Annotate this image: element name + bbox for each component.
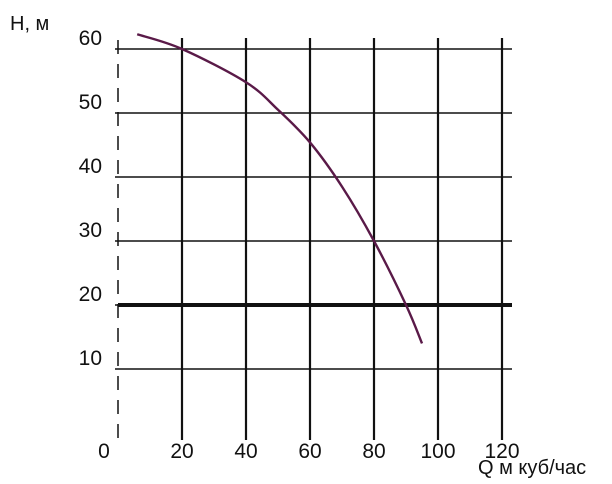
x-axis-label: Q м куб/час [478,457,586,479]
y-tick-label: 60 [79,27,102,50]
x-tick-label: 60 [298,440,321,463]
y-tick-labels: 10 20 30 40 50 60 [79,27,102,370]
x-tick-label: 80 [362,440,385,463]
y-tick-label: 20 [79,283,102,306]
y-tick-label: 10 [79,347,102,370]
x-tick-label: 0 [98,440,110,463]
y-tick-label: 30 [79,219,102,242]
y-axis-label: H, м [10,13,49,35]
performance-curve [136,33,424,344]
x-tick-label: 100 [420,440,455,463]
grid-lines [115,38,512,440]
x-tick-labels: 0 20 40 60 80 100 120 [98,440,519,463]
x-tick-label: 120 [484,440,519,463]
x-tick-label: 20 [170,440,193,463]
y-tick-label: 50 [79,91,102,114]
y-tick-label: 40 [79,155,102,178]
x-tick-label: 40 [234,440,257,463]
